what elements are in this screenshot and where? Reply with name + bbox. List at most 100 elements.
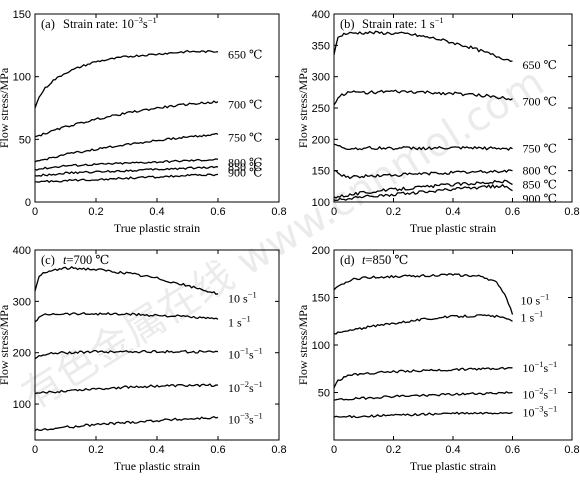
series-label-2: 700 ℃ [523,95,557,109]
series-line-5 [34,416,219,432]
y-tick-label: 0 [25,197,31,209]
series-line-2 [333,314,513,335]
watermark: 有色金属在线 www.cnnmol.com [14,59,552,419]
x-tick-label: 0.6 [210,444,225,456]
y-tick-label: 200 [312,245,330,257]
panel-title: t=850 ℃ [362,253,408,267]
x-tick-label: 0 [331,206,337,218]
x-tick-label: 0.8 [271,444,286,456]
series-line-5 [333,411,513,419]
x-tick-label: 0.2 [386,206,401,218]
series-label-4: 10−2s−1 [523,386,558,402]
series-label-4: 10−2s−1 [228,379,263,395]
series-line-3 [34,132,219,163]
series-line-1 [333,273,514,315]
series-line-3 [333,366,513,389]
series-line-4 [333,391,513,401]
series-line-5 [333,179,513,199]
x-axis-title: True plastic strain [410,221,496,235]
series-line-6 [35,173,219,183]
series-label-5: 850 ℃ [523,177,557,191]
y-axis-title: Flow stress/MPa [296,304,310,385]
series-label-2: 1 s−1 [521,308,544,324]
x-tick-label: 0.2 [386,444,401,456]
y-tick-label: 100 [312,340,330,352]
panel-label: (d) [340,253,355,267]
series-label-3: 750 ℃ [228,130,262,144]
x-tick-label: 0.4 [149,444,164,456]
chart-panel-2: 0 0.2 0.4 0.6 0.8 100 150 200 250 300 350 400 True p… [296,9,580,235]
y-tick-label: 400 [312,9,330,21]
series-line-1 [333,30,513,63]
y-tick-label: 150 [312,293,330,305]
series-line-4 [334,169,513,180]
series-line-3 [34,349,219,360]
panel-label: (c) [41,253,55,267]
y-tick-label: 300 [13,296,31,308]
x-tick-label: 0.6 [505,206,520,218]
x-tick-label: 0.2 [88,206,103,218]
series-label-3: 10−1s−1 [228,346,263,362]
x-tick-label: 0.6 [505,444,520,456]
panel-title: Strain rate: 10−3s−1 [63,15,157,31]
panel-title: Strain rate: 1 s−1 [362,15,444,31]
series-line-2 [34,100,219,138]
panel-label: (b) [340,17,355,31]
panel-label: (a) [41,17,55,31]
y-tick-label: 350 [312,40,330,52]
series-label-4: 800 ℃ [228,155,262,169]
series-line-1 [34,49,219,109]
series-label-5: 850 ℃ [228,160,262,174]
chart-panel-3: 0 0.2 0.4 0.6 0.8 100 200 300 400 True plastic st… [0,245,287,473]
x-tick-label: 0.8 [564,206,579,218]
series-label-5: 10−3s−1 [228,410,263,426]
y-tick-label: 50 [19,134,31,146]
series-label-1: 10 s−1 [521,292,550,308]
y-tick-label: 200 [13,348,31,360]
x-tick-label: 0 [32,444,38,456]
x-axis-title: True plastic strain [410,459,496,473]
x-tick-label: 0.4 [445,444,460,456]
y-tick-label: 300 [312,72,330,84]
series-label-1: 10 s−1 [228,290,257,306]
series-line-4 [34,158,219,171]
series-label-1: 650 ℃ [228,48,262,62]
panel-title: t=700 ℃ [63,253,109,267]
series-line-5 [34,165,219,177]
x-tick-label: 0.2 [88,444,103,456]
y-tick-label: 100 [13,399,31,411]
series-line-6 [333,184,513,201]
chart-panel-1: 0 0.2 0.4 0.6 0.8 0 50 100 150 True plastic strai… [0,9,287,235]
series-line-2 [333,89,513,106]
series-label-5: 10−3s−1 [523,403,558,419]
series-label-4: 800 ℃ [523,164,557,178]
series-label-6: 900 ℃ [523,192,557,206]
x-tick-label: 0 [331,444,337,456]
y-axis-title: Flow stress/MPa [0,304,11,385]
y-tick-label: 100 [312,197,330,209]
series-label-2: 700 ℃ [228,98,262,112]
y-tick-label: 250 [312,103,330,115]
x-tick-label: 0 [32,206,38,218]
series-line-3 [333,143,513,151]
y-tick-label: 150 [312,166,330,178]
series-line-4 [34,383,219,395]
y-tick-label: 400 [13,245,31,257]
series-label-2: 1 s−1 [228,313,251,329]
x-tick-label: 0.8 [564,444,579,456]
x-tick-label: 0.8 [271,206,286,218]
series-label-1: 650 ℃ [523,58,557,72]
x-tick-label: 0.6 [210,206,225,218]
y-tick-label: 200 [312,134,330,146]
y-tick-label: 100 [13,72,31,84]
x-axis-title: True plastic strain [114,459,200,473]
x-tick-label: 0.4 [149,206,164,218]
series-label-3: 750 ℃ [523,142,557,156]
y-axis-title: Flow stress/MPa [0,67,11,148]
y-tick-label: 150 [13,9,31,21]
x-axis-title: True plastic strain [114,221,200,235]
series-label-6: 900 ℃ [228,165,262,179]
series-line-1 [34,266,219,295]
chart-panel-4: 0 0.2 0.4 0.6 0.8 50 100 150 200 True plastic str… [296,245,580,473]
